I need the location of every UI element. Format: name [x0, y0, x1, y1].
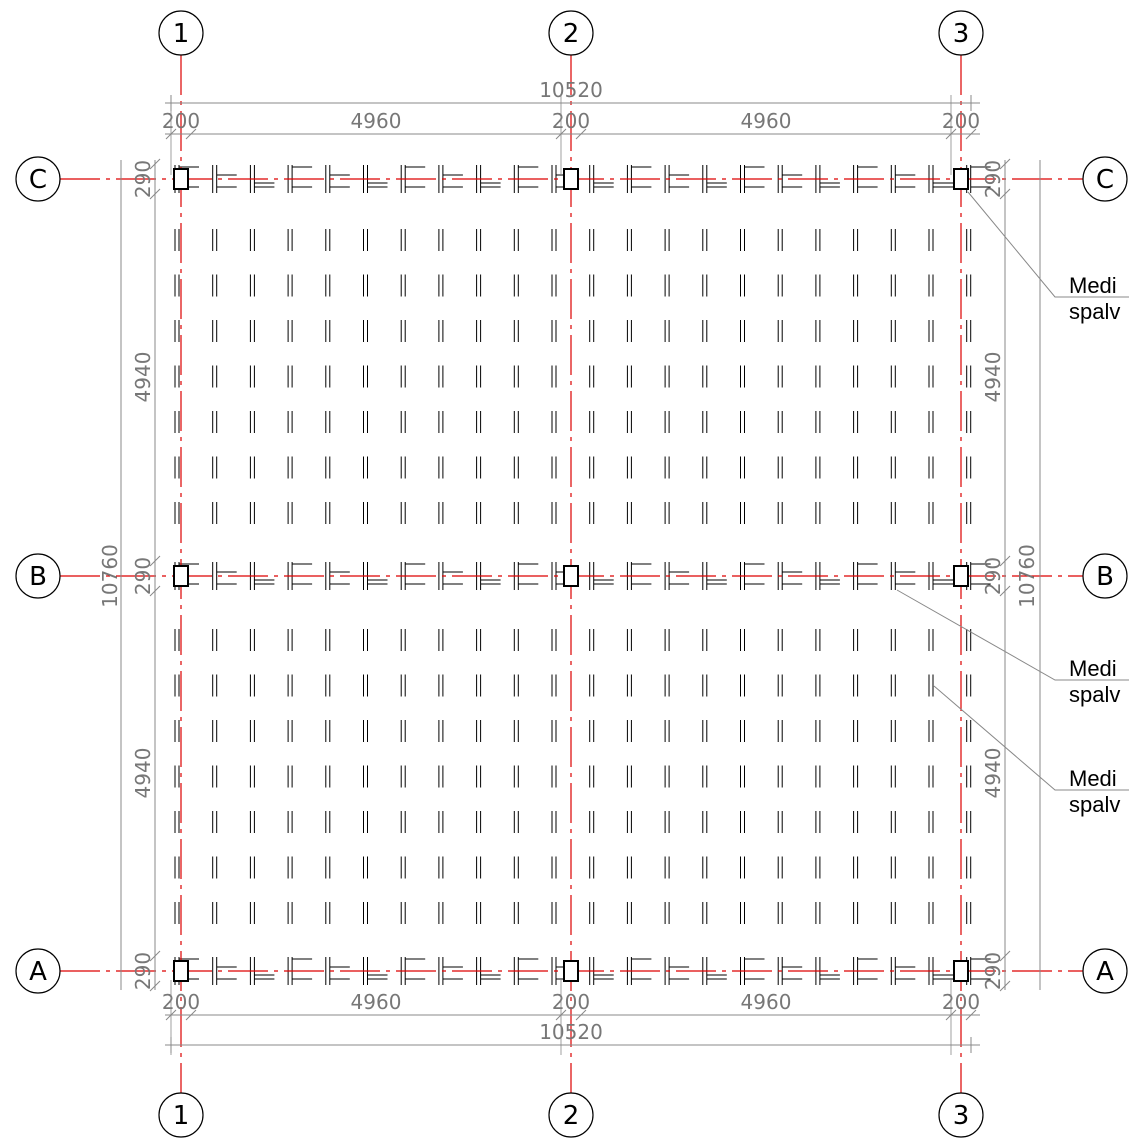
- grid-label: 2: [563, 1101, 580, 1131]
- dim-tick: [999, 980, 1011, 992]
- dim-text: 200: [942, 109, 980, 133]
- grid-label: A: [1096, 957, 1114, 987]
- dim-text: 200: [552, 109, 590, 133]
- dim-tick: [999, 950, 1011, 962]
- grid-label: C: [29, 165, 47, 195]
- dim-text: 290: [131, 160, 155, 198]
- dim-tick: [149, 585, 161, 597]
- column: [953, 960, 969, 982]
- column: [953, 168, 969, 190]
- grid-bubble: [15, 948, 61, 994]
- dim-text: 4960: [351, 990, 402, 1014]
- dim-text: 10760: [98, 544, 122, 608]
- dim-text: 4940: [131, 352, 155, 403]
- dim-text: 4940: [131, 748, 155, 799]
- dim-tick: [149, 158, 161, 170]
- dim-text: 290: [981, 557, 1005, 595]
- grid-bubble: [938, 10, 984, 56]
- dim-text: 290: [131, 557, 155, 595]
- grid-label: C: [1096, 165, 1114, 195]
- dim-tick: [185, 1009, 197, 1021]
- dim-tick: [999, 158, 1011, 170]
- dim-text: 290: [131, 952, 155, 990]
- grid-bubble: [938, 1092, 984, 1138]
- dim-tick: [575, 1009, 587, 1021]
- dim-text: 4960: [741, 109, 792, 133]
- note-text: Medi: [1069, 273, 1117, 298]
- grid-bubble: [15, 553, 61, 599]
- note-text: spalv: [1069, 682, 1120, 707]
- dim-tick: [999, 555, 1011, 567]
- column: [173, 960, 189, 982]
- note-text: Medi: [1069, 656, 1117, 681]
- dim-text: 4960: [741, 990, 792, 1014]
- dim-text: 4960: [351, 109, 402, 133]
- note-text: spalv: [1069, 299, 1120, 324]
- dim-tick: [999, 585, 1011, 597]
- dim-tick: [149, 188, 161, 200]
- grid-bubble: [1082, 948, 1128, 994]
- grid-bubble: [158, 1092, 204, 1138]
- dim-text: 4940: [981, 748, 1005, 799]
- grid-bubble: [1082, 553, 1128, 599]
- grid-label: A: [29, 957, 47, 987]
- dim-text: 4940: [981, 352, 1005, 403]
- grid-label: 1: [173, 19, 190, 49]
- column: [173, 168, 189, 190]
- grid-label: 1: [173, 1101, 190, 1131]
- grid-label: 3: [953, 1101, 970, 1131]
- dim-tick: [185, 128, 197, 140]
- dim-tick: [999, 188, 1011, 200]
- dim-tick: [965, 1009, 977, 1021]
- note-text: spalv: [1069, 792, 1120, 817]
- column: [563, 960, 579, 982]
- dim-text: 10520: [539, 1020, 603, 1044]
- leader: [896, 589, 1129, 681]
- dim-text: 200: [162, 109, 200, 133]
- dim-text: 200: [942, 990, 980, 1014]
- leader: [967, 191, 1129, 298]
- dim-tick: [149, 950, 161, 962]
- dim-text: 290: [981, 160, 1005, 198]
- dim-tick: [149, 980, 161, 992]
- dim-tick: [149, 555, 161, 567]
- grid-bubble: [548, 10, 594, 56]
- dim-text: 10760: [1015, 544, 1039, 608]
- grid-label: B: [1096, 562, 1114, 592]
- column: [173, 565, 189, 587]
- dim-text: 10520: [539, 78, 603, 102]
- leader: [933, 685, 1129, 791]
- column: [563, 565, 579, 587]
- dim-text: 200: [552, 990, 590, 1014]
- dim-text: 290: [981, 952, 1005, 990]
- grid-bubble: [15, 156, 61, 202]
- grid-bubble: [158, 10, 204, 56]
- dim-tick: [965, 128, 977, 140]
- dim-text: 200: [162, 990, 200, 1014]
- grid-label: B: [29, 562, 47, 592]
- note-text: Medi: [1069, 766, 1117, 791]
- grid-bubble: [548, 1092, 594, 1138]
- grid-label: 2: [563, 19, 580, 49]
- grid-label: 3: [953, 19, 970, 49]
- dim-tick: [575, 128, 587, 140]
- grid-bubble: [1082, 156, 1128, 202]
- column: [563, 168, 579, 190]
- column: [953, 565, 969, 587]
